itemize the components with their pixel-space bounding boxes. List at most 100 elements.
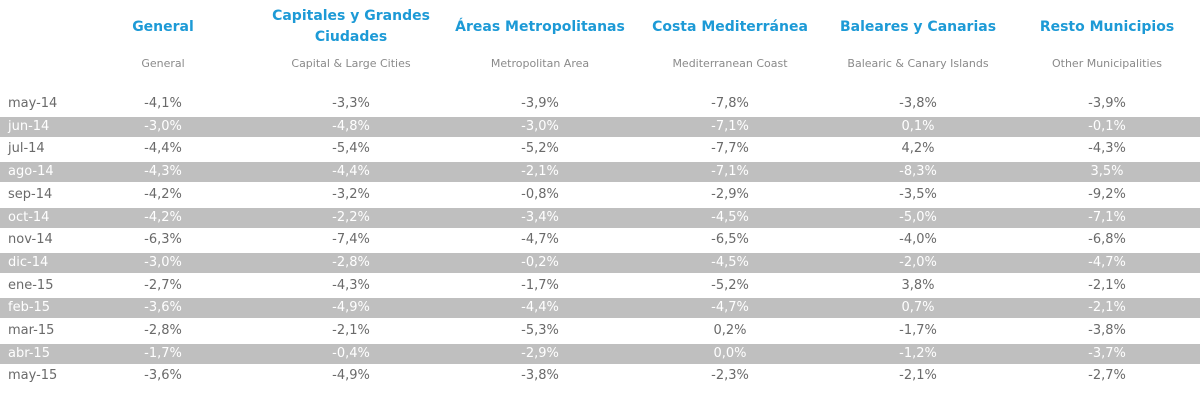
cell-value: 3,5% xyxy=(1090,164,1124,180)
cell-value: -4,1% xyxy=(144,96,182,111)
cell-value: -3,9% xyxy=(521,96,559,111)
row-label: feb-15 xyxy=(8,300,51,316)
cell-value: -2,8% xyxy=(332,254,370,270)
cell-value: -5,2% xyxy=(521,141,559,157)
cell-value: -6,3% xyxy=(144,232,182,248)
cell-value: 4,2% xyxy=(901,141,935,157)
cell-value: -2,9% xyxy=(711,186,749,202)
cell-value: -4,0% xyxy=(899,232,937,248)
cell-value: -3,8% xyxy=(521,368,559,384)
cell-value: -3,2% xyxy=(332,186,370,202)
cell-value: -3,0% xyxy=(521,118,559,134)
cell-value: 0,7% xyxy=(901,300,935,316)
cell-value: -1,7% xyxy=(899,323,937,338)
cell-value: -0,8% xyxy=(521,186,559,202)
column-subtitle: Metropolitan Area xyxy=(490,57,590,70)
table-row: feb-15 -3,6% -4,9% -4,4% -4,7% 0,7% -2,1% xyxy=(0,298,1200,319)
column-title: Capitales y Grandes Ciudades xyxy=(272,8,430,45)
cell-value: -7,4% xyxy=(332,232,370,248)
column-title: Áreas Metropolitanas xyxy=(455,19,625,35)
cell-value: -4,5% xyxy=(711,209,749,225)
cell-value: -3,6% xyxy=(144,368,182,384)
row-label: ago-14 xyxy=(8,164,54,180)
column-title: Baleares y Canarias xyxy=(839,19,997,35)
cell-value: -1,2% xyxy=(899,345,937,361)
column-title: Costa Mediterránea xyxy=(652,19,808,35)
column-subtitle: Mediterranean Coast xyxy=(672,57,788,70)
table-row: jul-14 -4,4% -5,4% -5,2% -7,7% 4,2% -4,3% xyxy=(0,139,1200,159)
cell-value: -1,7% xyxy=(521,277,559,293)
cell-value: -3,6% xyxy=(144,300,182,316)
cell-value: -4,4% xyxy=(521,300,559,316)
cell-value: -2,1% xyxy=(332,323,370,338)
table-row: may-14 -4,1% -3,3% -3,9% -7,8% -3,8% -3,9% xyxy=(0,94,1200,114)
cell-value: -2,1% xyxy=(521,164,559,180)
column-subtitle: Balearic & Canary Islands xyxy=(847,57,989,70)
cell-value: -5,0% xyxy=(899,209,937,225)
cell-value: -2,9% xyxy=(521,345,559,361)
row-label: ene-15 xyxy=(8,277,54,293)
cell-value: -4,4% xyxy=(144,141,182,157)
cell-value: -7,7% xyxy=(711,141,749,157)
table-row: may-15 -3,6% -4,9% -3,8% -2,3% -2,1% -2,7% xyxy=(0,366,1200,386)
row-label: jun-14 xyxy=(8,118,50,134)
table-row: oct-14 -4,2% -2,2% -3,4% -4,5% -5,0% -7,1% xyxy=(0,207,1200,228)
cell-value: -3,5% xyxy=(899,186,937,202)
cell-value: -4,7% xyxy=(711,300,749,316)
table-row: ene-15 -2,7% -4,3% -1,7% -5,2% 3,8% -2,1% xyxy=(0,276,1200,296)
cell-value: -4,2% xyxy=(144,209,182,225)
cell-value: -0,1% xyxy=(1088,118,1126,134)
cell-value: -5,4% xyxy=(332,141,370,157)
row-label: mar-15 xyxy=(8,323,55,338)
table-row: mar-15 -2,8% -2,1% -5,3% 0,2% -1,7% -3,8% xyxy=(0,321,1200,341)
row-label: nov-14 xyxy=(8,232,53,248)
cell-value: -2,1% xyxy=(1088,277,1126,293)
cell-value: -2,3% xyxy=(711,368,749,384)
table-row: abr-15 -1,7% -0,4% -2,9% 0,0% -1,2% -3,7% xyxy=(0,343,1200,364)
table-row: dic-14 -3,0% -2,8% -0,2% -4,5% -2,0% -4,7% xyxy=(0,252,1200,273)
column-subtitle: Capital & Large Cities xyxy=(291,57,411,70)
cell-value: -3,0% xyxy=(144,254,182,270)
cell-value: -0,4% xyxy=(332,345,370,361)
cell-value: -7,1% xyxy=(711,118,749,134)
cell-value: -4,3% xyxy=(144,164,182,180)
column-title: General xyxy=(132,19,194,35)
column-subtitle: General xyxy=(141,57,185,70)
cell-value: -2,2% xyxy=(332,209,370,225)
cell-value: 0,0% xyxy=(713,345,747,361)
cell-value: -5,2% xyxy=(711,277,749,293)
row-label: abr-15 xyxy=(8,345,50,361)
table-row: sep-14 -4,2% -3,2% -0,8% -2,9% -3,5% -9,2% xyxy=(0,185,1200,205)
column-title: Resto Municipios xyxy=(1039,19,1175,35)
cell-value: -3,4% xyxy=(521,209,559,225)
cell-value: -3,7% xyxy=(1088,345,1126,361)
cell-value: -5,3% xyxy=(521,323,559,338)
column-subtitle: Other Municipalities xyxy=(1051,57,1163,70)
cell-value: -2,8% xyxy=(144,323,182,338)
cell-value: -4,7% xyxy=(1088,254,1126,270)
cell-value: -4,3% xyxy=(1088,141,1126,157)
cell-value: -7,1% xyxy=(1088,209,1126,225)
cell-value: -4,2% xyxy=(144,186,182,202)
cell-value: -6,5% xyxy=(711,232,749,248)
cell-value: -6,8% xyxy=(1088,232,1126,248)
cell-value: -2,0% xyxy=(899,254,937,270)
cell-value: -7,1% xyxy=(711,164,749,180)
table-row: nov-14 -6,3% -7,4% -4,7% -6,5% -4,0% -6,8% xyxy=(0,230,1200,250)
cell-value: 3,8% xyxy=(901,277,935,293)
row-label: jul-14 xyxy=(8,141,45,157)
row-label: may-15 xyxy=(8,368,58,384)
cell-value: 0,2% xyxy=(713,323,747,338)
cell-value: -9,2% xyxy=(1088,186,1126,202)
cell-value: -3,3% xyxy=(332,96,370,111)
cell-value: -3,8% xyxy=(899,96,937,111)
cell-value: -4,4% xyxy=(332,164,370,180)
row-label: sep-14 xyxy=(8,186,53,202)
cell-value: -3,8% xyxy=(1088,323,1126,338)
cell-value: -8,3% xyxy=(899,164,937,180)
cell-value: -4,5% xyxy=(711,254,749,270)
cell-value: -3,9% xyxy=(1088,96,1126,111)
cell-value: -1,7% xyxy=(144,345,182,361)
table-row: ago-14 -4,3% -4,4% -2,1% -7,1% -8,3% 3,5% xyxy=(0,162,1200,183)
